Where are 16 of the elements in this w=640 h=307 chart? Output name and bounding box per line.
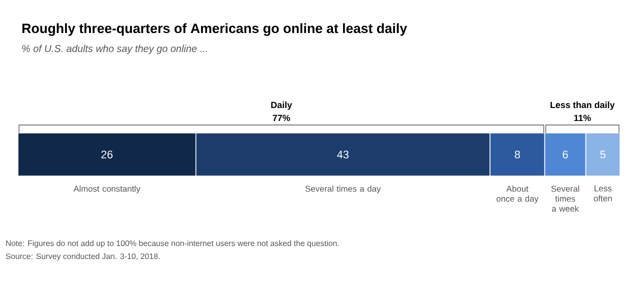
series-label: About once a day [496, 186, 539, 204]
text: 11% [574, 114, 591, 122]
data-label: 8 [514, 150, 520, 158]
series-label: Less often [594, 186, 612, 202]
data-label: 43 [337, 150, 349, 158]
series-label: Almost constantly [74, 186, 140, 194]
chart-title: Roughly three-quarters of Americans go online at least daily [22, 23, 408, 36]
text: Less than daily [550, 102, 615, 110]
data-label: 6 [562, 150, 568, 158]
text: Daily [271, 102, 292, 110]
data-label: 26 [101, 150, 113, 158]
data-label: 5 [600, 150, 606, 158]
chart-subtitle: % of U.S. adults who say they go online ... [22, 44, 207, 54]
text: 77% [272, 114, 290, 122]
series-label: Several times a week [551, 186, 580, 212]
series-label: Several times a day [305, 186, 381, 194]
